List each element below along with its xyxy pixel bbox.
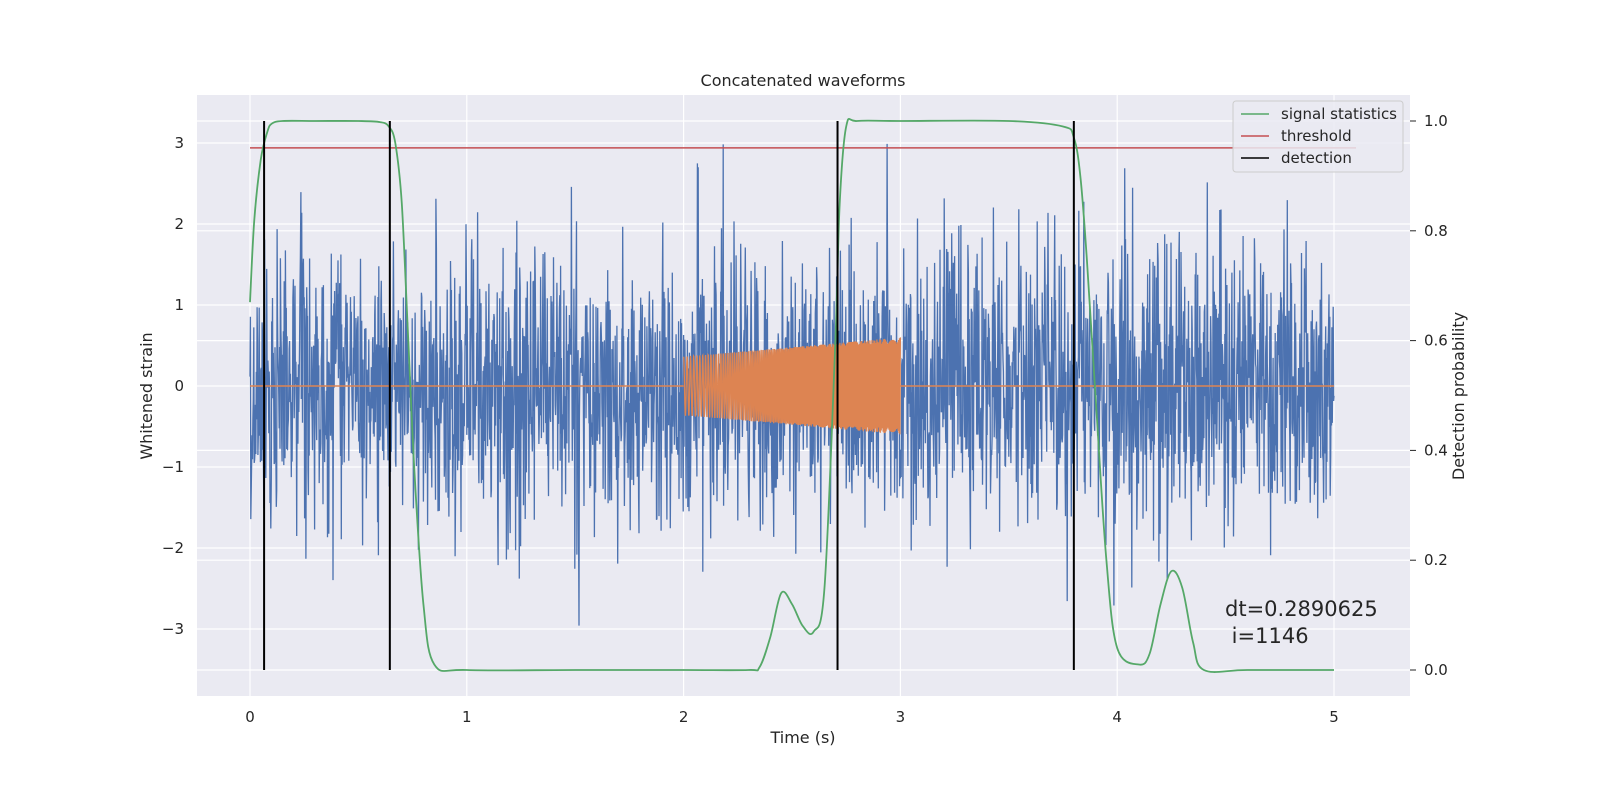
y-tick-label: 2 — [174, 215, 184, 233]
y2-tick-label: 0.4 — [1424, 441, 1448, 459]
legend-label-signal-statistics: signal statistics — [1281, 105, 1397, 123]
x-tick-label: 5 — [1329, 708, 1339, 726]
y-tick-label: −1 — [162, 458, 184, 476]
y-axis-title: Whitened strain — [137, 332, 156, 459]
y2-tick-label: 0.8 — [1424, 222, 1448, 240]
y2-axis-title: Detection probability — [1449, 312, 1468, 480]
chart-title: Concatenated waveforms — [701, 71, 906, 90]
y-tick-label: 3 — [174, 134, 184, 152]
legend: signal statistics threshold detection — [1232, 100, 1404, 173]
y-tick-label: 1 — [174, 296, 184, 314]
y-axis-left: −3 −2 −1 0 1 2 3 — [162, 134, 184, 638]
legend-label-detection: detection — [1281, 149, 1352, 167]
x-tick-label: 4 — [1112, 708, 1122, 726]
plot-area — [249, 118, 1356, 673]
y-axis-right: 0.0 0.2 0.4 0.6 0.8 1.0 — [1410, 112, 1448, 679]
annotation-dt: dt=0.2890625 — [1225, 597, 1378, 621]
legend-label-threshold: threshold — [1281, 127, 1352, 145]
y2-tick-label: 0.2 — [1424, 551, 1448, 569]
y2-tick-label: 0.0 — [1424, 661, 1448, 679]
x-tick-label: 3 — [896, 708, 906, 726]
x-axis: 0 1 2 3 4 5 — [245, 708, 1339, 726]
x-tick-label: 0 — [245, 708, 255, 726]
injected-waveform-line — [682, 337, 902, 435]
legend-box — [1232, 100, 1404, 173]
x-axis-title: Time (s) — [769, 728, 835, 747]
y-tick-label: −2 — [162, 539, 184, 557]
x-tick-label: 1 — [462, 708, 472, 726]
y2-tick-label: 1.0 — [1424, 112, 1448, 130]
y-tick-label: 0 — [174, 377, 184, 395]
x-tick-label: 2 — [679, 708, 689, 726]
y-tick-label: −3 — [162, 620, 184, 638]
signal-statistics-line — [249, 118, 1334, 673]
annotation-index: i=1146 — [1225, 624, 1309, 648]
y2-tick-label: 0.6 — [1424, 332, 1448, 350]
